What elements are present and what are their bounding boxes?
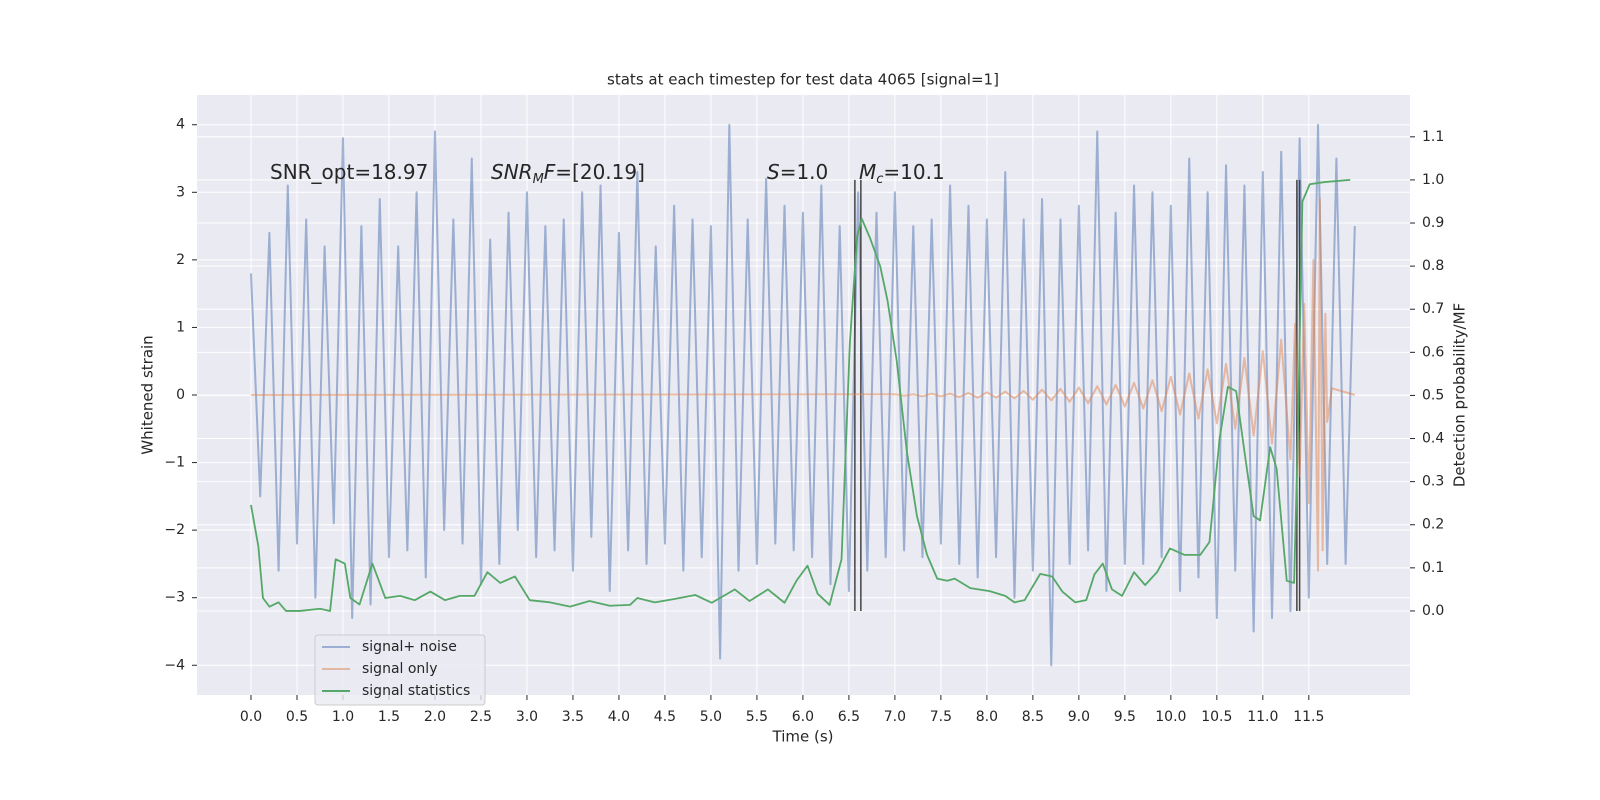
annotation-part: M: [533, 172, 544, 187]
y2-tick-label: 0.4: [1422, 431, 1444, 447]
x-tick-label: 9.0: [1068, 709, 1090, 725]
annotation-part: =[20.19]: [555, 160, 645, 184]
annotation: Mc=10.1: [859, 160, 945, 187]
annotation: SNR_opt=18.97: [270, 160, 428, 184]
annotation-part: =10.1: [883, 160, 944, 184]
y2-tick-label: 1.0: [1422, 172, 1444, 188]
y-tick-label: −4: [164, 657, 185, 673]
annotation-part: SNR: [491, 160, 533, 184]
x-tick-label: 7.5: [930, 709, 952, 725]
y-axis-label: Whitened strain: [139, 335, 157, 454]
y-tick-label: 2: [176, 252, 185, 268]
x-tick-label: 4.0: [608, 709, 630, 725]
x-tick-label: 9.5: [1114, 709, 1136, 725]
y-tick-label: 1: [176, 319, 185, 335]
x-tick-label: 1.0: [332, 709, 354, 725]
x-tick-label: 11.5: [1293, 709, 1324, 725]
y-tick-label: −3: [164, 590, 185, 606]
x-tick-label: 1.5: [378, 709, 400, 725]
legend-box: [314, 634, 486, 706]
y2-axis-label: Detection probability/MF: [1451, 303, 1469, 487]
x-tick-label: 11.0: [1247, 709, 1278, 725]
y-tick-label: −2: [164, 522, 185, 538]
x-tick-label: 2.5: [470, 709, 492, 725]
x-axis-label: Time (s): [772, 728, 834, 746]
y2-tick-label: 0.5: [1422, 387, 1444, 403]
annotation-part: =1.0: [780, 160, 829, 184]
x-tick-label: 10.5: [1201, 709, 1232, 725]
series-line: [250, 179, 1351, 612]
legend-label: signal statistics: [362, 683, 470, 699]
legend-label: signal only: [362, 661, 437, 677]
annotation-part: M: [859, 160, 876, 184]
y-tick-label: −1: [164, 455, 185, 471]
y2-tick-label: 0.8: [1422, 258, 1444, 274]
x-tick-label: 7.0: [884, 709, 906, 725]
y2-tick-label: 0.6: [1422, 344, 1444, 360]
annotation: S=1.0: [767, 160, 828, 184]
x-tick-label: 5.5: [746, 709, 768, 725]
y2-tick-label: 0.7: [1422, 301, 1444, 317]
x-tick-label: 8.0: [976, 709, 998, 725]
series-line: [249, 123, 1356, 667]
x-tick-label: 6.0: [792, 709, 814, 725]
x-tick-label: 0.0: [240, 709, 262, 725]
y2-tick-label: 0.2: [1422, 517, 1444, 533]
x-tick-label: 3.5: [562, 709, 584, 725]
x-tick-label: 4.5: [654, 709, 676, 725]
x-tick-label: 10.0: [1155, 709, 1186, 725]
series-line: [250, 198, 1356, 572]
annotation-part: c: [876, 172, 883, 187]
y2-tick-label: 0.3: [1422, 474, 1444, 490]
x-tick-label: 0.5: [286, 709, 308, 725]
x-tick-label: 5.0: [700, 709, 722, 725]
x-tick-label: 2.0: [424, 709, 446, 725]
x-tick-label: 8.5: [1022, 709, 1044, 725]
y2-tick-label: 0.0: [1422, 603, 1444, 619]
annotation-part: F: [544, 160, 556, 184]
x-tick-label: 6.5: [838, 709, 860, 725]
y2-tick-label: 0.9: [1422, 215, 1444, 231]
legend-label: signal+ noise: [362, 639, 457, 655]
annotation: SNRMF=[20.19]: [491, 160, 645, 187]
chart-title: stats at each timestep for test data 406…: [607, 71, 999, 89]
y-tick-label: 4: [176, 117, 185, 133]
x-tick-label: 3.0: [516, 709, 538, 725]
y-tick-label: 3: [176, 184, 185, 200]
y-tick-label: 0: [176, 387, 185, 403]
annotation-part: S: [767, 160, 780, 184]
y2-tick-label: 1.1: [1422, 129, 1444, 145]
y2-tick-label: 0.1: [1422, 560, 1444, 576]
annotation-part: SNR_opt=18.97: [270, 160, 428, 184]
